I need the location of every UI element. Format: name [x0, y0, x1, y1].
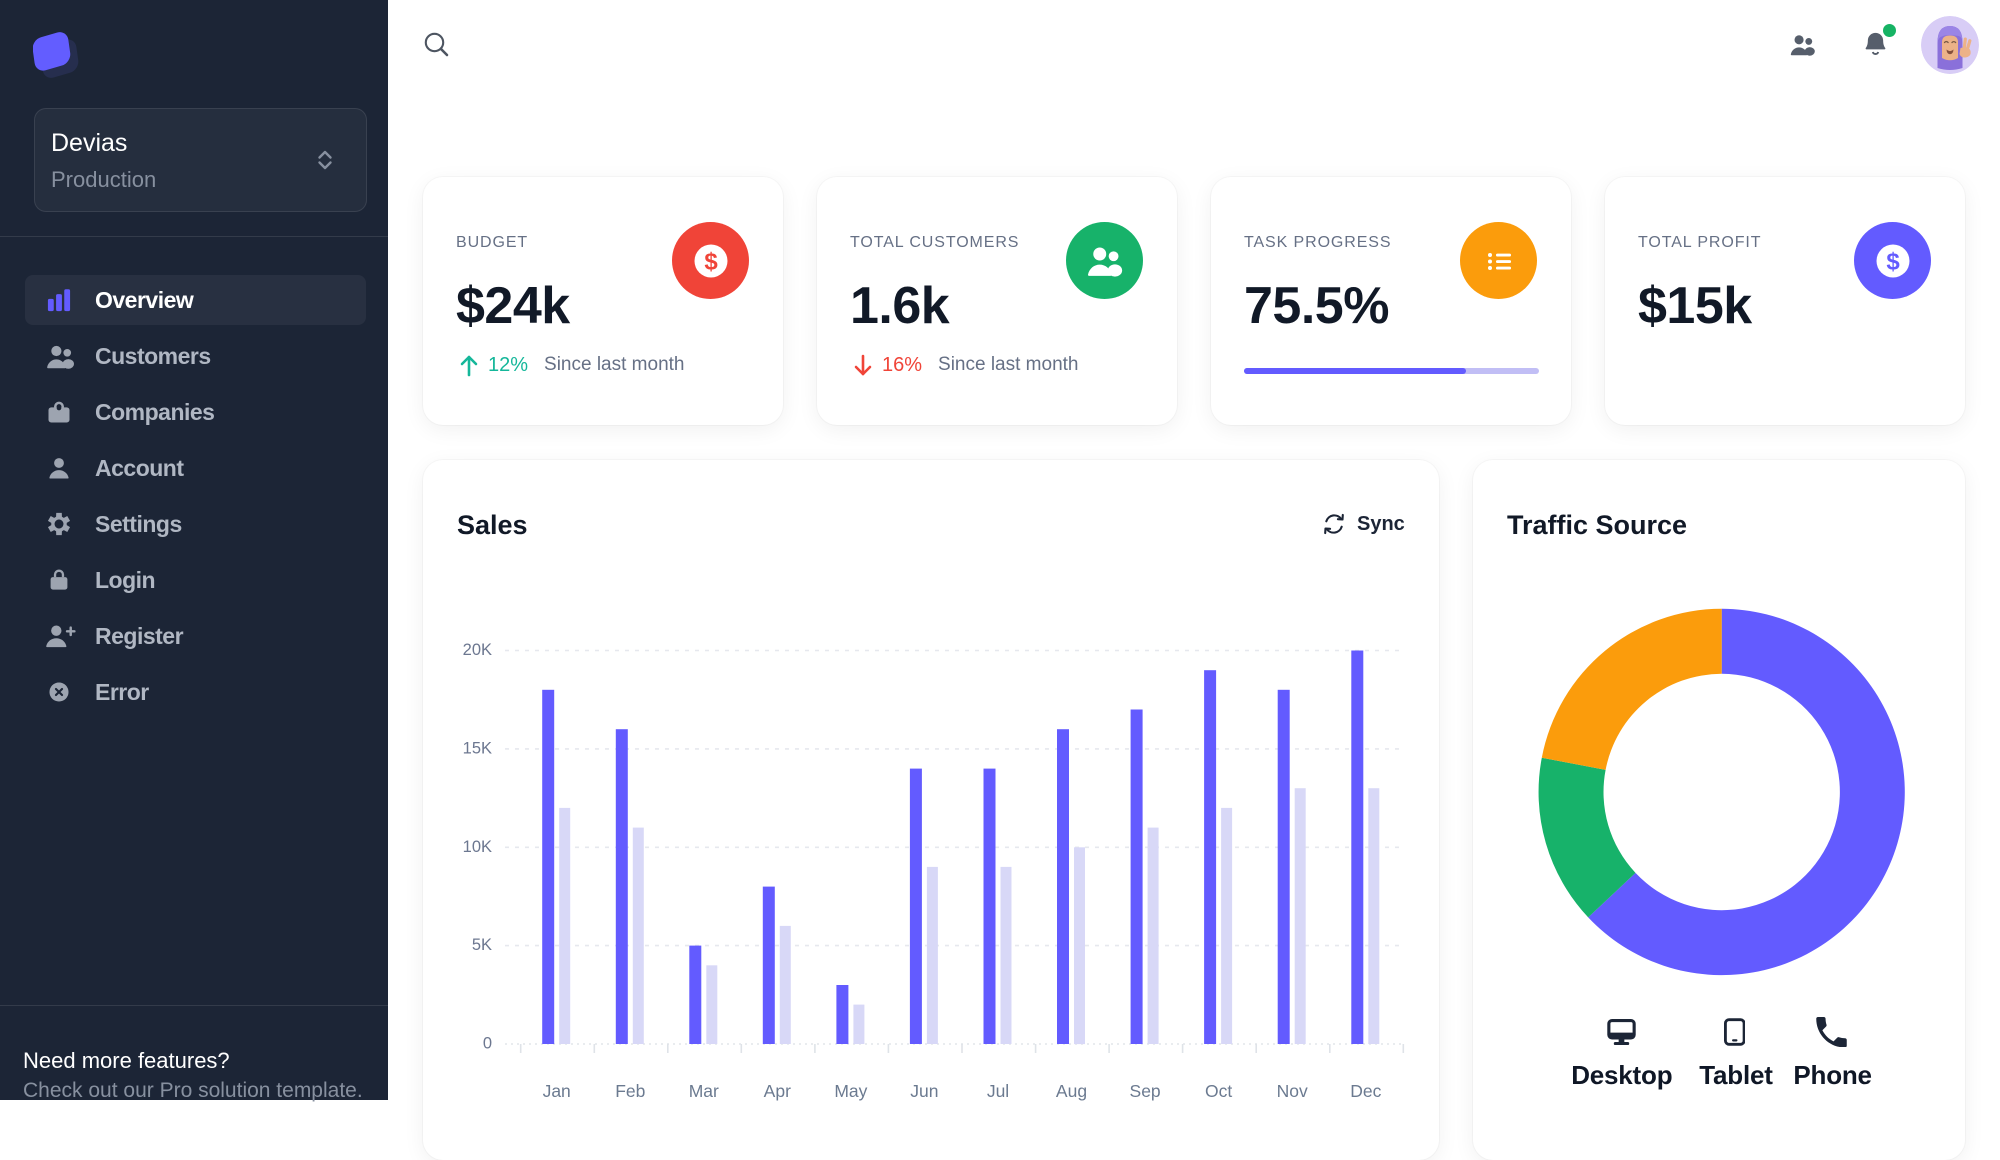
svg-text:May: May: [834, 1081, 867, 1101]
svg-text:Aug: Aug: [1056, 1081, 1087, 1101]
svg-text:15K: 15K: [463, 739, 492, 757]
svg-text:Oct: Oct: [1205, 1081, 1232, 1101]
svg-text:Mar: Mar: [689, 1081, 719, 1101]
svg-text:$: $: [1886, 248, 1900, 275]
svg-text:Jan: Jan: [543, 1081, 571, 1101]
svg-text:Nov: Nov: [1277, 1081, 1308, 1101]
svg-text:5K: 5K: [472, 936, 492, 954]
svg-text:Jul: Jul: [987, 1081, 1009, 1101]
svg-text:Sep: Sep: [1130, 1081, 1161, 1101]
svg-text:10K: 10K: [463, 838, 492, 856]
svg-text:$: $: [704, 248, 718, 275]
svg-text:0: 0: [483, 1035, 492, 1053]
svg-text:Jun: Jun: [910, 1081, 938, 1101]
svg-text:20K: 20K: [463, 641, 492, 659]
svg-text:Feb: Feb: [615, 1081, 645, 1101]
svg-text:Dec: Dec: [1350, 1081, 1381, 1101]
svg-text:Apr: Apr: [764, 1081, 791, 1101]
